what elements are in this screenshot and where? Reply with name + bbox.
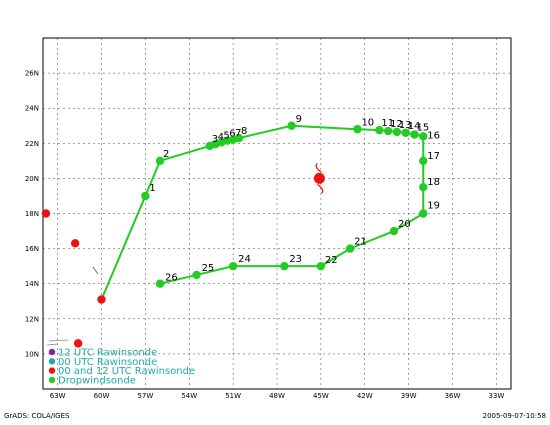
dropwindsonde-label: 24: [238, 254, 251, 265]
dropwindsonde-point: [410, 130, 419, 139]
lat-label: 14N: [25, 280, 39, 288]
lat-label: 12N: [25, 315, 39, 323]
dropwindsonde-point: [419, 156, 428, 166]
rawinsonde-point: [70, 239, 80, 248]
dropwindsonde-point: [316, 261, 326, 271]
dropwindsonde-point: [155, 156, 165, 166]
legend-label: 00 and 12 UTC Rawinsonde: [58, 366, 195, 377]
dropwindsonde-point: [392, 127, 402, 137]
dropwindsonde-label: 17: [427, 151, 440, 162]
legend-label: Dropwindsonde: [58, 375, 136, 386]
lat-label: 20N: [25, 175, 39, 183]
dropwindsonde-label: 11: [381, 118, 394, 129]
rawinsonde-origin-point: [97, 295, 106, 304]
coastline: [46, 266, 99, 346]
dropwindsonde-label: 9: [296, 114, 302, 125]
lat-label: 26N: [25, 70, 39, 78]
dropwindsonde-label: 22: [325, 255, 338, 266]
dropwindsonde-point: [383, 126, 393, 136]
dropwindsonde-label: 8: [241, 126, 247, 137]
dropwindsonde-label: 12: [390, 119, 403, 130]
lat-label: 24N: [25, 105, 39, 113]
dropwindsonde-label: 7: [235, 128, 241, 139]
legend-label: 00 UTC Rawinsonde: [58, 357, 157, 368]
dropwindsonde-label: 20: [398, 219, 411, 230]
dropwindsonde-label: 26: [165, 273, 178, 284]
lon-label: 60W: [94, 392, 110, 400]
lon-label: 45W: [313, 392, 329, 400]
legend-marker: [48, 367, 56, 374]
lon-label: 51W: [225, 392, 241, 400]
rawinsonde-point: [41, 209, 51, 218]
dropwindsonde-point: [234, 133, 244, 143]
lon-label: 54W: [181, 392, 197, 400]
lon-label: 48W: [269, 392, 285, 400]
footer-credit: GrADS: COLA/IGES: [4, 412, 70, 420]
dropwindsonde-point: [228, 261, 238, 271]
dropwindsonde-label: 19: [427, 201, 440, 212]
rawinsonde-points: [41, 209, 83, 348]
grid-lines: [43, 38, 511, 389]
dropwindsonde-label: 15: [416, 123, 429, 134]
legend-marker: [48, 348, 56, 356]
dropwindsonde-point: [287, 121, 296, 130]
dropwindsonde-point: [419, 182, 428, 192]
dropwindsonde-point: [345, 244, 355, 253]
lon-label: 63W: [50, 392, 66, 400]
dropwindsonde-point: [155, 279, 165, 288]
dropwindsonde-labels: 123 4 5 6 7 89 10 11121314151617181920212223242…: [149, 114, 440, 284]
lat-label: 10N: [25, 350, 39, 358]
latitude-labels: 10N 12N 14N 16N 18N 20N 22N 24N 26N: [25, 70, 39, 359]
dropwindsonde-label: 25: [202, 263, 215, 274]
dropwindsonde-label: 14: [408, 121, 421, 132]
dropwindsonde-label: 16: [427, 130, 440, 141]
dropwindsonde-point: [192, 270, 201, 280]
lat-label: 22N: [25, 140, 39, 148]
storm-center: [313, 172, 325, 184]
lon-label: 33W: [488, 392, 504, 400]
dropwindsonde-label: 3: [212, 134, 218, 145]
dropwindsonde-label: 6: [229, 129, 235, 140]
storm-arm: [315, 162, 322, 173]
dropwindsonde-point: [280, 261, 289, 271]
hurricane-symbol: [313, 162, 325, 194]
legend-label: 12 UTC Rawinsonde: [58, 348, 157, 359]
dropwindsonde-label: 1: [149, 183, 155, 194]
storm-arm: [317, 183, 324, 194]
dropwindsonde-point: [375, 125, 384, 135]
dropwindsonde-point: [353, 125, 362, 134]
footer-timestamp: 2005-09-07-10:58: [482, 412, 546, 420]
lon-label: 36W: [445, 392, 461, 400]
dropwindsonde-label: 18: [427, 177, 440, 188]
dropwindsonde-point: [401, 128, 410, 137]
lon-label: 57W: [137, 392, 153, 400]
lon-label: 39W: [401, 392, 417, 400]
dropwindsonde-point: [419, 209, 428, 218]
lat-label: 18N: [25, 210, 39, 218]
dropwindsonde-label: 4: [218, 132, 224, 143]
dropwindsonde-label: 21: [354, 237, 367, 248]
legend-marker: [48, 376, 56, 384]
dropwindsonde-points: [97, 121, 428, 304]
dropwindsonde-label: 2: [163, 149, 169, 160]
dropwindsonde-point: [389, 226, 399, 236]
lat-label: 16N: [25, 245, 39, 253]
dropwindsonde-label: 23: [289, 254, 302, 265]
dropwindsonde-label: 10: [361, 117, 374, 128]
rawinsonde-point: [73, 339, 83, 348]
longitude-labels: 63W 60W 57W 54W 51W 48W 45W 42W 39W 36W 33W: [50, 392, 505, 400]
legend-marker: [48, 358, 56, 365]
dropwindsonde-label: 13: [399, 120, 412, 131]
dropwindsonde-label: 5: [223, 130, 229, 141]
lon-label: 42W: [357, 392, 373, 400]
dropwindsonde-point: [419, 132, 428, 141]
dropwindsonde-point: [141, 191, 150, 201]
